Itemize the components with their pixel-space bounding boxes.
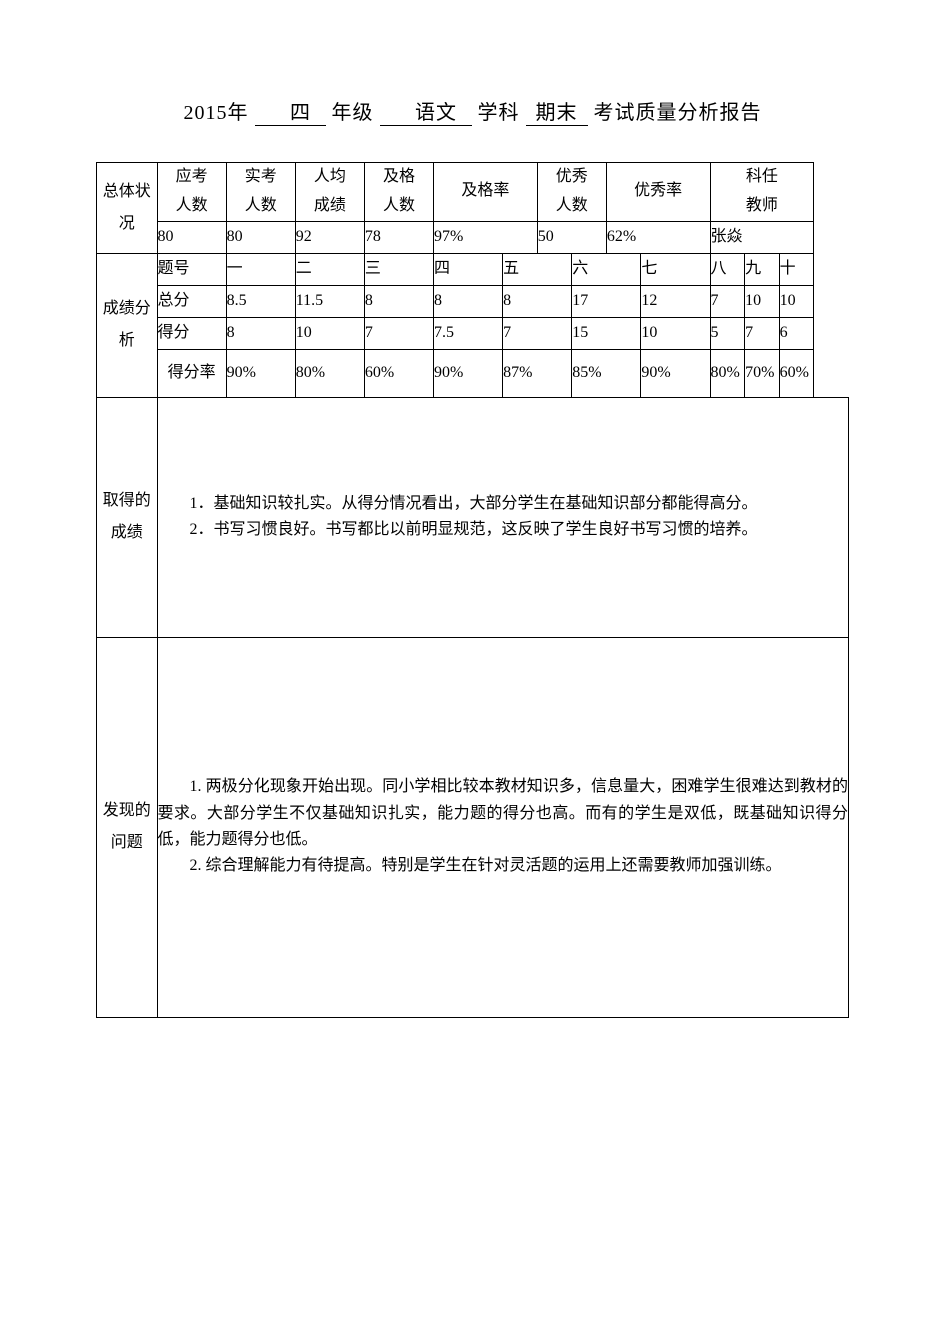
zf-1: 8.5	[226, 285, 295, 317]
tihao-7: 七	[641, 253, 710, 285]
achievements-label: 取得的成绩	[97, 397, 158, 637]
achievements-content: 1．基础知识较扎实。从得分情况看出，大部分学生在基础知识部分都能得高分。 2．书…	[157, 397, 848, 637]
dfl-10: 60%	[779, 349, 814, 397]
analysis-defen-row: 得分 8 10 7 7.5 7 15 10 5 7 6	[97, 317, 849, 349]
title-subject: 语文	[380, 96, 472, 126]
problems-label: 发现的问题	[97, 637, 158, 1017]
hdr-yingkao: 应考人数	[157, 163, 226, 222]
val-yingkao: 80	[157, 221, 226, 253]
hdr-jige-rate: 及格率	[434, 163, 538, 222]
problems-line-2: 2. 综合理解能力有待提高。特别是学生在针对灵活题的运用上还需要教师加强训练。	[158, 853, 848, 879]
val-jige-rate: 97%	[434, 221, 538, 253]
dfl-4: 90%	[434, 349, 503, 397]
hdr-youxiu-rate: 优秀率	[606, 163, 710, 222]
df-9: 7	[745, 317, 780, 349]
title-suffix: 考试质量分析报告	[594, 102, 762, 124]
dfl-8: 80%	[710, 349, 745, 397]
df-6: 15	[572, 317, 641, 349]
title-year: 2015	[184, 102, 228, 124]
problems-line-1: 1. 两极分化现象开始出现。同小学相比较本教材知识多，信息量大，困难学生很难达到…	[158, 774, 848, 853]
dfl-5: 87%	[503, 349, 572, 397]
tihao-label: 题号	[157, 253, 226, 285]
analysis-zongfen-row: 总分 8.5 11.5 8 8 8 17 12 7 10 10	[97, 285, 849, 317]
df-3: 7	[364, 317, 433, 349]
defen-label: 得分	[157, 317, 226, 349]
val-shikao: 80	[226, 221, 295, 253]
defenlv-label: 得分率	[157, 349, 226, 397]
title-year-suffix: 年	[228, 102, 249, 124]
df-2: 10	[295, 317, 364, 349]
hdr-youxiu-num: 优秀人数	[537, 163, 606, 222]
df-1: 8	[226, 317, 295, 349]
report-table: 总体状况 应考人数 实考人数 人均成绩 及格人数 及格率 优秀人数 优秀率 科任…	[96, 162, 849, 1018]
title-subject-suffix: 学科	[478, 102, 520, 124]
val-teacher: 张焱	[710, 221, 814, 253]
zf-5: 8	[503, 285, 572, 317]
analysis-label: 成绩分析	[97, 253, 158, 397]
tihao-10: 十	[779, 253, 814, 285]
title-exam: 期末	[526, 96, 588, 126]
title-grade: 四	[255, 96, 326, 126]
problems-content: 1. 两极分化现象开始出现。同小学相比较本教材知识多，信息量大，困难学生很难达到…	[157, 637, 848, 1017]
achievements-row: 取得的成绩 1．基础知识较扎实。从得分情况看出，大部分学生在基础知识部分都能得高…	[97, 397, 849, 637]
zf-10: 10	[779, 285, 814, 317]
tihao-5: 五	[503, 253, 572, 285]
df-8: 5	[710, 317, 745, 349]
zongfen-label: 总分	[157, 285, 226, 317]
zf-4: 8	[434, 285, 503, 317]
dfl-3: 60%	[364, 349, 433, 397]
zf-8: 7	[710, 285, 745, 317]
problems-row: 发现的问题 1. 两极分化现象开始出现。同小学相比较本教材知识多，信息量大，困难…	[97, 637, 849, 1017]
hdr-teacher: 科任教师	[710, 163, 814, 222]
zf-3: 8	[364, 285, 433, 317]
dfl-1: 90%	[226, 349, 295, 397]
zf-9: 10	[745, 285, 780, 317]
page-title: 2015年 四 年级 语文 学科 期末 考试质量分析报告	[96, 96, 849, 126]
page: 2015年 四 年级 语文 学科 期末 考试质量分析报告 总体状况 应考人数 实…	[0, 0, 945, 1078]
overview-header-row: 总体状况 应考人数 实考人数 人均成绩 及格人数 及格率 优秀人数 优秀率 科任…	[97, 163, 849, 222]
analysis-defenlv-row: 得分率 90% 80% 60% 90% 87% 85% 90% 80% 70% …	[97, 349, 849, 397]
val-renjun: 92	[295, 221, 364, 253]
zf-2: 11.5	[295, 285, 364, 317]
dfl-6: 85%	[572, 349, 641, 397]
achievements-line-2: 2．书写习惯良好。书写都比以前明显规范，这反映了学生良好书写习惯的培养。	[158, 517, 848, 543]
tihao-3: 三	[364, 253, 433, 285]
df-5: 7	[503, 317, 572, 349]
dfl-2: 80%	[295, 349, 364, 397]
val-jige-num: 78	[364, 221, 433, 253]
tihao-9: 九	[745, 253, 780, 285]
analysis-tihao-row: 成绩分析 题号 一 二 三 四 五 六 七 八 九 十	[97, 253, 849, 285]
tihao-1: 一	[226, 253, 295, 285]
hdr-jige-num: 及格人数	[364, 163, 433, 222]
zf-6: 17	[572, 285, 641, 317]
hdr-shikao: 实考人数	[226, 163, 295, 222]
overview-label: 总体状况	[97, 163, 158, 254]
df-10: 6	[779, 317, 814, 349]
title-grade-suffix: 年级	[332, 102, 374, 124]
tihao-4: 四	[434, 253, 503, 285]
tihao-8: 八	[710, 253, 745, 285]
tihao-2: 二	[295, 253, 364, 285]
zf-7: 12	[641, 285, 710, 317]
df-7: 10	[641, 317, 710, 349]
tihao-6: 六	[572, 253, 641, 285]
dfl-9: 70%	[745, 349, 780, 397]
overview-values-row: 80 80 92 78 97% 50 62% 张焱	[97, 221, 849, 253]
val-youxiu-num: 50	[537, 221, 606, 253]
hdr-renjun: 人均成绩	[295, 163, 364, 222]
dfl-7: 90%	[641, 349, 710, 397]
achievements-line-1: 1．基础知识较扎实。从得分情况看出，大部分学生在基础知识部分都能得高分。	[158, 491, 848, 517]
df-4: 7.5	[434, 317, 503, 349]
val-youxiu-rate: 62%	[606, 221, 710, 253]
